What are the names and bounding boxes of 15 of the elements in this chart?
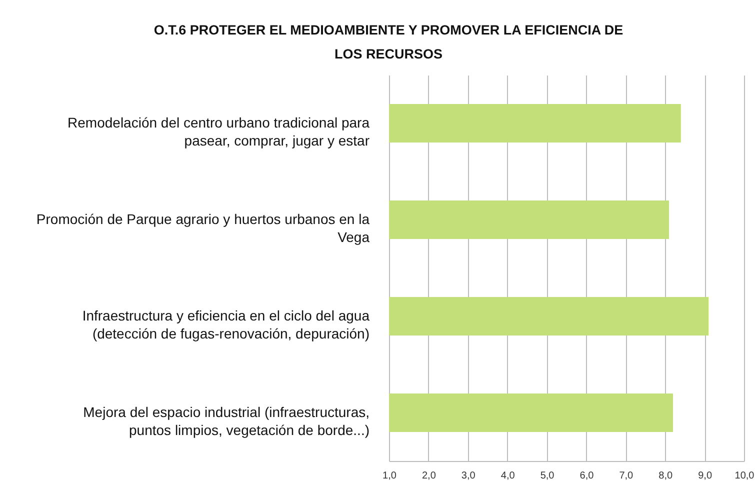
y-tick-label: Remodelación del centro urbano tradicional para pasear, comprar, jugar y estar bbox=[68, 114, 370, 148]
x-tick-label: 9,0 bbox=[698, 470, 712, 482]
y-tick-label: Mejora del espacio industrial (infraestructuras, puntos limpios, vegetación de borde...) bbox=[83, 404, 370, 438]
y-tick-label: Promoción de Parque agrario y huertos urbanos en la Vega bbox=[36, 210, 370, 245]
x-tick-label: 5,0 bbox=[540, 470, 555, 482]
x-tick-label: 1,0 bbox=[382, 470, 397, 482]
x-tick-label: 10,0 bbox=[734, 470, 755, 482]
x-tick-label: 7,0 bbox=[619, 470, 634, 482]
x-tick-label: 4,0 bbox=[500, 470, 516, 482]
chart-title: O.T.6 PROTEGER EL MEDIOAMBIENTE Y PROMOVER LA EFICIENCIA DE LOS RECURSOS bbox=[154, 22, 624, 62]
x-tick-label: 3,0 bbox=[461, 470, 476, 482]
x-tick-label: 2,0 bbox=[422, 470, 436, 482]
x-tick-label: 6,0 bbox=[580, 470, 594, 482]
x-tick-label: 8,0 bbox=[658, 470, 673, 482]
y-tick-label: Infraestructura y eficiencia en el ciclo del agua (detección de fugas-renovación, depuración) bbox=[82, 307, 370, 342]
